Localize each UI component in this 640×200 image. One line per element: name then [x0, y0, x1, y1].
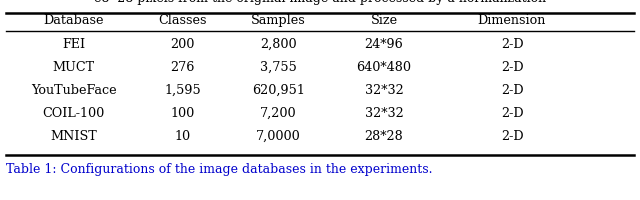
- Text: 200: 200: [170, 38, 195, 51]
- Text: 1,595: 1,595: [164, 84, 201, 97]
- Text: Dimension: Dimension: [478, 14, 546, 27]
- Text: 10: 10: [174, 130, 191, 143]
- Text: 620,951: 620,951: [252, 84, 305, 97]
- Text: 7,0000: 7,0000: [256, 130, 301, 143]
- Text: YouTubeFace: YouTubeFace: [31, 84, 116, 97]
- Text: 2-D: 2-D: [500, 130, 524, 143]
- Text: 24*96: 24*96: [365, 38, 403, 51]
- Text: 28*28: 28*28: [365, 130, 403, 143]
- Text: MUCT: MUCT: [52, 61, 95, 74]
- Text: Size: Size: [371, 14, 397, 27]
- Text: Samples: Samples: [251, 14, 306, 27]
- Text: 2-D: 2-D: [500, 107, 524, 120]
- Text: Classes: Classes: [158, 14, 207, 27]
- Text: 2-D: 2-D: [500, 38, 524, 51]
- Text: FEI: FEI: [62, 38, 85, 51]
- Text: 100: 100: [170, 107, 195, 120]
- Text: 3,755: 3,755: [260, 61, 297, 74]
- Text: MNIST: MNIST: [50, 130, 97, 143]
- Text: 32*32: 32*32: [365, 107, 403, 120]
- Text: COIL-100: COIL-100: [42, 107, 105, 120]
- Text: 276: 276: [170, 61, 195, 74]
- Text: 640*480: 640*480: [356, 61, 412, 74]
- Text: Database: Database: [44, 14, 104, 27]
- Text: 2-D: 2-D: [500, 84, 524, 97]
- Text: 7,200: 7,200: [260, 107, 297, 120]
- Text: Table 1: Configurations of the image databases in the experiments.: Table 1: Configurations of the image dat…: [6, 163, 433, 176]
- Text: 2-D: 2-D: [500, 61, 524, 74]
- Text: 2,800: 2,800: [260, 38, 297, 51]
- Text: 32*32: 32*32: [365, 84, 403, 97]
- Text: e8  28 pixels from the original image and processed by a normalization: e8 28 pixels from the original image and…: [94, 0, 546, 5]
